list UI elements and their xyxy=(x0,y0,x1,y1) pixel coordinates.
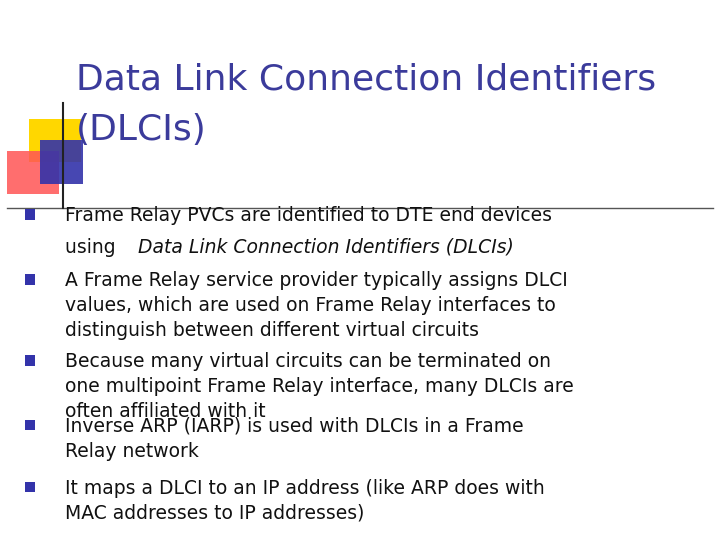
Bar xyxy=(25,274,35,285)
Text: It maps a DLCI to an IP address (like ARP does with
MAC addresses to IP addresse: It maps a DLCI to an IP address (like AR… xyxy=(65,479,544,523)
Bar xyxy=(29,119,81,162)
Text: Because many virtual circuits can be terminated on
one multipoint Frame Relay in: Because many virtual circuits can be ter… xyxy=(65,352,574,421)
Bar xyxy=(40,140,83,184)
Text: using: using xyxy=(65,238,122,256)
Bar xyxy=(7,151,59,194)
Text: A Frame Relay service provider typically assigns DLCI
values, which are used on : A Frame Relay service provider typically… xyxy=(65,271,567,340)
Text: Data Link Connection Identifiers: Data Link Connection Identifiers xyxy=(76,62,656,96)
Text: (DLCIs): (DLCIs) xyxy=(76,113,207,147)
Bar xyxy=(25,482,35,492)
Bar xyxy=(25,420,35,430)
Bar xyxy=(25,209,35,220)
Text: Data Link Connection Identifiers (DLCIs): Data Link Connection Identifiers (DLCIs) xyxy=(138,238,514,256)
Text: Frame Relay PVCs are identified to DTE end devices: Frame Relay PVCs are identified to DTE e… xyxy=(65,206,552,225)
Bar xyxy=(25,355,35,366)
Text: Inverse ARP (IARP) is used with DLCIs in a Frame
Relay network: Inverse ARP (IARP) is used with DLCIs in… xyxy=(65,417,523,461)
